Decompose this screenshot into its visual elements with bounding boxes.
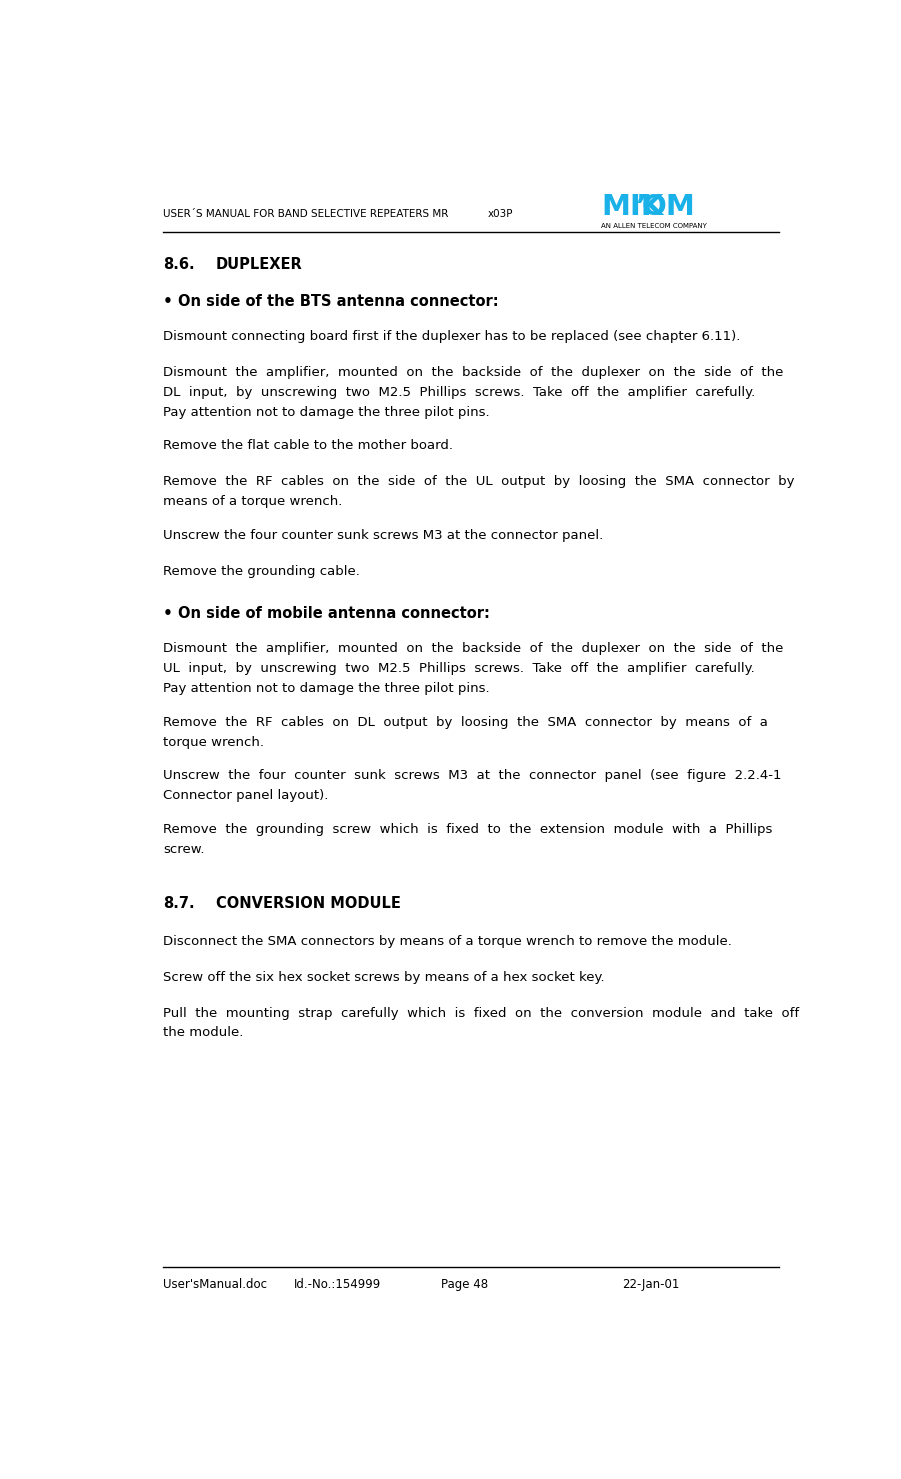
- Text: Dismount connecting board first if the duplexer has to be replaced (see chapter : Dismount connecting board first if the d…: [163, 330, 741, 343]
- Text: •: •: [163, 294, 173, 309]
- Text: 8.7.: 8.7.: [163, 895, 195, 911]
- Text: CONVERSION MODULE: CONVERSION MODULE: [216, 895, 401, 911]
- Text: Dismount  the  amplifier,  mounted  on  the  backside  of  the  duplexer  on  th: Dismount the amplifier, mounted on the b…: [163, 642, 783, 655]
- Text: Disconnect the SMA connectors by means of a torque wrench to remove the module.: Disconnect the SMA connectors by means o…: [163, 935, 732, 948]
- Text: Remove  the  RF  cables  on  DL  output  by  loosing  the  SMA  connector  by  m: Remove the RF cables on DL output by loo…: [163, 716, 768, 729]
- Text: Page 48: Page 48: [441, 1278, 488, 1291]
- Text: On side of mobile antenna connector:: On side of mobile antenna connector:: [177, 606, 489, 621]
- Text: On side of the BTS antenna connector:: On side of the BTS antenna connector:: [177, 294, 498, 309]
- Text: Screw off the six hex socket screws by means of a hex socket key.: Screw off the six hex socket screws by m…: [163, 970, 605, 984]
- Text: Connector panel layout).: Connector panel layout).: [163, 788, 328, 802]
- Text: OM: OM: [642, 194, 696, 220]
- Text: 22-Jan-01: 22-Jan-01: [623, 1278, 679, 1291]
- Text: Remove  the  RF  cables  on  the  side  of  the  UL  output  by  loosing  the  S: Remove the RF cables on the side of the …: [163, 475, 795, 488]
- Text: Dismount  the  amplifier,  mounted  on  the  backside  of  the  duplexer  on  th: Dismount the amplifier, mounted on the b…: [163, 365, 783, 379]
- Text: 8.6.: 8.6.: [163, 257, 195, 272]
- Text: DL  input,  by  unscrewing  two  M2.5  Phillips  screws.  Take  off  the  amplif: DL input, by unscrewing two M2.5 Phillip…: [163, 386, 755, 399]
- Text: x03P: x03P: [487, 209, 513, 219]
- Text: Remove the grounding cable.: Remove the grounding cable.: [163, 565, 359, 578]
- Text: Remove the flat cable to the mother board.: Remove the flat cable to the mother boar…: [163, 439, 453, 453]
- Text: AN ALLEN TELECOM COMPANY: AN ALLEN TELECOM COMPANY: [602, 223, 707, 229]
- Text: USER´S MANUAL FOR BAND SELECTIVE REPEATERS MR: USER´S MANUAL FOR BAND SELECTIVE REPEATE…: [163, 209, 449, 219]
- Text: the module.: the module.: [163, 1026, 243, 1040]
- Text: •: •: [163, 606, 173, 621]
- Text: means of a torque wrench.: means of a torque wrench.: [163, 495, 342, 509]
- Text: screw.: screw.: [163, 843, 205, 855]
- Text: User'sManual.doc: User'sManual.doc: [163, 1278, 267, 1291]
- Text: Unscrew  the  four  counter  sunk  screws  M3  at  the  connector  panel  (see  : Unscrew the four counter sunk screws M3 …: [163, 769, 781, 782]
- Text: Id.-No.:154999: Id.-No.:154999: [295, 1278, 381, 1291]
- Text: Unscrew the four counter sunk screws M3 at the connector panel.: Unscrew the four counter sunk screws M3 …: [163, 529, 603, 541]
- Text: Pay attention not to damage the three pilot pins.: Pay attention not to damage the three pi…: [163, 682, 489, 695]
- Text: DUPLEXER: DUPLEXER: [216, 257, 303, 272]
- Text: Remove  the  grounding  screw  which  is  fixed  to  the  extension  module  wit: Remove the grounding screw which is fixe…: [163, 822, 772, 836]
- Text: UL  input,  by  unscrewing  two  M2.5  Phillips  screws.  Take  off  the  amplif: UL input, by unscrewing two M2.5 Phillip…: [163, 663, 755, 674]
- Text: ’: ’: [635, 194, 646, 220]
- Text: Pay attention not to damage the three pilot pins.: Pay attention not to damage the three pi…: [163, 405, 489, 419]
- Text: Pull  the  mounting  strap  carefully  which  is  fixed  on  the  conversion  mo: Pull the mounting strap carefully which …: [163, 1007, 799, 1019]
- Text: MIK: MIK: [602, 194, 664, 220]
- Text: torque wrench.: torque wrench.: [163, 735, 264, 748]
